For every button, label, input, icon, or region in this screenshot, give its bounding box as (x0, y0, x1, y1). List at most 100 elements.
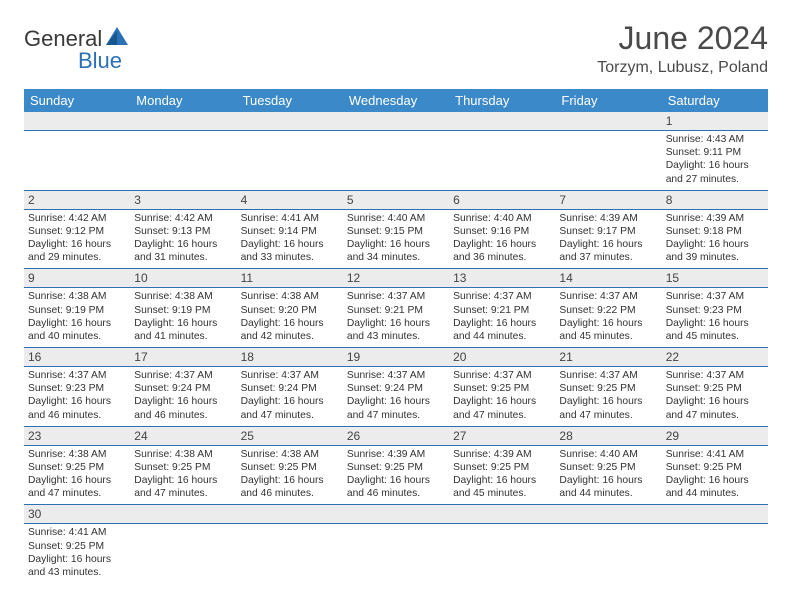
daynum-cell (237, 112, 343, 131)
day-body (24, 131, 130, 179)
calendar-table: Sunday Monday Tuesday Wednesday Thursday… (24, 89, 768, 583)
day-line: Sunset: 9:16 PM (453, 226, 529, 237)
day-body: Sunrise: 4:41 AMSunset: 9:25 PMDaylight:… (24, 524, 130, 583)
day-cell: Sunrise: 4:39 AMSunset: 9:25 PMDaylight:… (449, 445, 555, 505)
daynum-cell: 1 (662, 112, 768, 131)
day-body (237, 524, 343, 572)
day-line: Sunset: 9:19 PM (134, 305, 210, 316)
day-line: Sunrise: 4:37 AM (666, 291, 744, 302)
day-line: Sunset: 9:23 PM (666, 305, 742, 316)
day-body (555, 524, 661, 572)
day-line: and 47 minutes. (134, 488, 207, 499)
daynum-cell: 15 (662, 269, 768, 288)
day-line: Daylight: 16 hours (666, 160, 749, 171)
day-line: Sunset: 9:20 PM (241, 305, 317, 316)
day-line: Sunrise: 4:37 AM (453, 291, 531, 302)
day-line: Sunset: 9:17 PM (559, 226, 635, 237)
day-line: Sunset: 9:25 PM (28, 541, 104, 552)
day-line: Sunrise: 4:38 AM (134, 291, 212, 302)
day-body: Sunrise: 4:37 AMSunset: 9:21 PMDaylight:… (449, 288, 555, 347)
day-line: Sunset: 9:25 PM (134, 462, 210, 473)
day-body: Sunrise: 4:39 AM Sunset: 9:17 PM Daylight:… (555, 210, 661, 269)
day-line: Sunrise: 4:39 AM (559, 213, 637, 224)
day-line: and 47 minutes. (347, 410, 420, 421)
day-number: 18 (237, 348, 343, 366)
day-line: Daylight: 16 hours (559, 239, 642, 250)
day-cell: Sunrise: 4:38 AMSunset: 9:20 PMDaylight:… (237, 288, 343, 348)
daynum-cell: 29 (662, 426, 768, 445)
day-line: Sunset: 9:14 PM (241, 226, 317, 237)
daynum-row: 16171819202122 (24, 348, 768, 367)
day-body: Sunrise: 4:40 AMSunset: 9:15 PMDaylight:… (343, 210, 449, 269)
day-line: Sunrise: 4:37 AM (134, 370, 212, 381)
daynum-cell (662, 505, 768, 524)
day-number: 10 (130, 269, 236, 287)
day-line: Sunset: 9:25 PM (347, 462, 423, 473)
day-line: Sunset: 9:25 PM (453, 383, 529, 394)
day-line: and 46 minutes. (347, 488, 420, 499)
daynum-cell: 23 (24, 426, 130, 445)
day-line: and 33 minutes. (241, 252, 314, 263)
day-line: Daylight: 16 hours (347, 475, 430, 486)
daynum-cell: 16 (24, 348, 130, 367)
day-body: Sunrise: 4:37 AMSunset: 9:25 PMDaylight:… (555, 367, 661, 426)
daynum-row: 30 (24, 505, 768, 524)
daynum-cell: 19 (343, 348, 449, 367)
day-body (555, 131, 661, 179)
day-line: and 45 minutes. (453, 488, 526, 499)
day-body (343, 524, 449, 572)
day-number: 28 (555, 427, 661, 445)
day-number (555, 505, 661, 523)
daynum-cell: 9 (24, 269, 130, 288)
day-cell: Sunrise: 4:37 AMSunset: 9:23 PMDaylight:… (662, 288, 768, 348)
day-line: Daylight: 16 hours (666, 475, 749, 486)
day-body: Sunrise: 4:38 AMSunset: 9:19 PMDaylight:… (130, 288, 236, 347)
day-cell (662, 524, 768, 583)
day-cell: Sunrise: 4:37 AMSunset: 9:25 PMDaylight:… (449, 367, 555, 427)
daynum-cell: 26 (343, 426, 449, 445)
day-number: 25 (237, 427, 343, 445)
day-cell: Sunrise: 4:38 AMSunset: 9:25 PMDaylight:… (237, 445, 343, 505)
day-body (449, 131, 555, 179)
daynum-row: 23242526272829 (24, 426, 768, 445)
daynum-cell (555, 505, 661, 524)
day-body: Sunrise: 4:38 AMSunset: 9:25 PMDaylight:… (130, 446, 236, 505)
daynum-row: 9101112131415 (24, 269, 768, 288)
day-line: Sunset: 9:18 PM (666, 226, 742, 237)
day-body: Sunrise: 4:40 AMSunset: 9:25 PMDaylight:… (555, 446, 661, 505)
day-cell (24, 131, 130, 191)
day-line: Daylight: 16 hours (453, 239, 536, 250)
day-cell (555, 131, 661, 191)
day-line: Daylight: 16 hours (453, 318, 536, 329)
day-cell: Sunrise: 4:37 AMSunset: 9:23 PMDaylight:… (24, 367, 130, 427)
day-cell: Sunrise: 4:38 AMSunset: 9:25 PMDaylight:… (130, 445, 236, 505)
day-cell: Sunrise: 4:37 AMSunset: 9:21 PMDaylight:… (449, 288, 555, 348)
day-number (343, 112, 449, 130)
day-number (555, 112, 661, 130)
daynum-cell: 2 (24, 190, 130, 209)
day-line: Sunrise: 4:38 AM (241, 449, 319, 460)
day-line: Daylight: 16 hours (28, 554, 111, 565)
day-line: and 47 minutes. (559, 410, 632, 421)
daynum-cell: 18 (237, 348, 343, 367)
day-cell: Sunrise: 4:37 AMSunset: 9:24 PMDaylight:… (343, 367, 449, 427)
day-line: Sunrise: 4:42 AM (134, 213, 212, 224)
day-line: Sunrise: 4:40 AM (347, 213, 425, 224)
day-number (237, 112, 343, 130)
day-cell: Sunrise: 4:37 AMSunset: 9:21 PMDaylight:… (343, 288, 449, 348)
day-number: 11 (237, 269, 343, 287)
day-cell: Sunrise: 4:40 AMSunset: 9:16 PMDaylight:… (449, 209, 555, 269)
day-number: 14 (555, 269, 661, 287)
day-number: 4 (237, 191, 343, 209)
day-line: Daylight: 16 hours (134, 396, 217, 407)
day-line: and 46 minutes. (241, 488, 314, 499)
day-body: Sunrise: 4:42 AMSunset: 9:13 PMDaylight:… (130, 210, 236, 269)
day-body (237, 131, 343, 179)
day-line: Sunrise: 4:38 AM (28, 449, 106, 460)
day-line: and 37 minutes. (559, 252, 632, 263)
daynum-cell (343, 112, 449, 131)
day-line: Sunset: 9:12 PM (28, 226, 104, 237)
day-line: and 45 minutes. (559, 331, 632, 342)
day-line: and 39 minutes. (666, 252, 739, 263)
day-line: Sunset: 9:25 PM (453, 462, 529, 473)
